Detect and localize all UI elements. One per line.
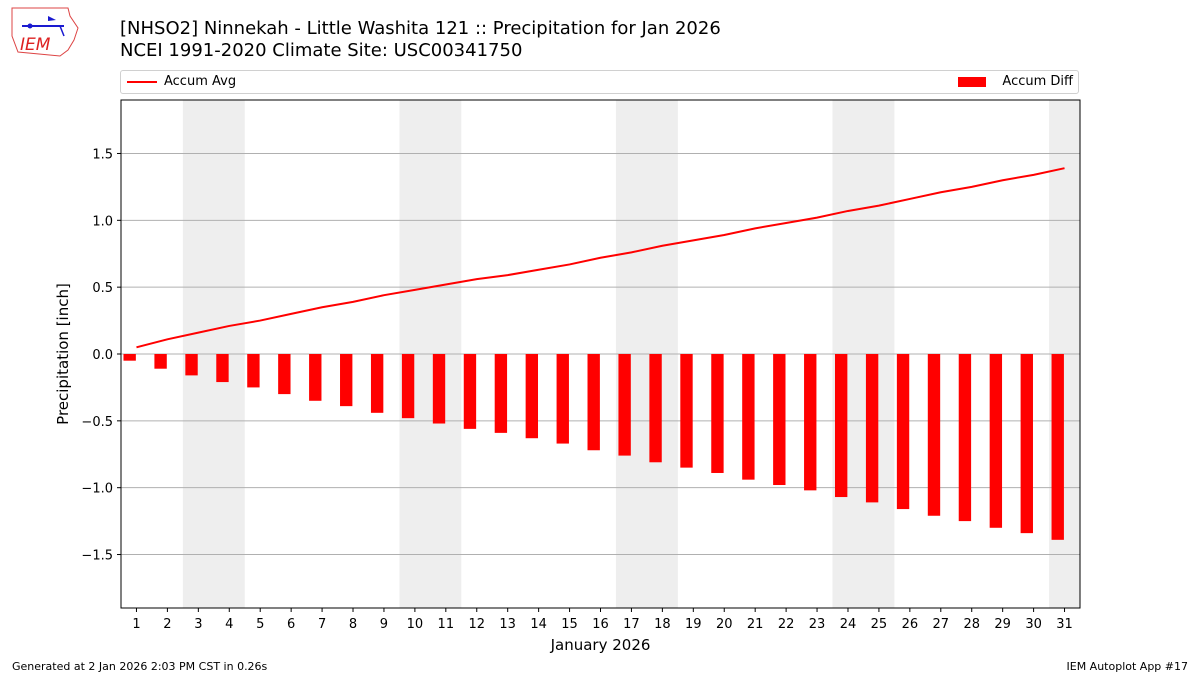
bar-accum-diff — [556, 354, 569, 444]
x-tick-label: 16 — [592, 617, 609, 632]
x-tick-label: 30 — [1025, 617, 1042, 632]
bar-accum-diff — [123, 354, 136, 361]
bar-accum-diff — [680, 354, 693, 468]
bar-accum-diff — [587, 354, 600, 451]
y-tick-label: −1.0 — [81, 482, 113, 497]
x-tick-label: 12 — [468, 617, 485, 632]
svg-text:IEM: IEM — [20, 35, 51, 55]
x-tick-label: 23 — [809, 617, 826, 632]
x-tick-label: 6 — [287, 617, 295, 632]
x-tick-label: 28 — [963, 617, 980, 632]
x-tick-label: 25 — [871, 617, 888, 632]
x-tick-label: 14 — [530, 617, 547, 632]
legend-line-swatch — [127, 81, 157, 83]
legend-bar-swatch — [958, 77, 986, 87]
x-tick-label: 5 — [256, 617, 264, 632]
line-accum-avg — [136, 167, 1065, 349]
bar-accum-diff — [989, 354, 1003, 528]
y-axis-label: Precipitation [inch] — [54, 283, 72, 425]
x-tick-label: 29 — [994, 617, 1011, 632]
legend: Accum Avg Accum Diff — [120, 70, 1079, 94]
x-tick-label: 9 — [380, 617, 388, 632]
y-tick-label: −1.5 — [81, 549, 113, 564]
x-tick-label: 11 — [438, 617, 455, 632]
bar-accum-diff — [804, 354, 817, 491]
bar-accum-diff — [834, 354, 848, 498]
y-tick-label: 0.5 — [92, 281, 113, 296]
generated-timestamp: Generated at 2 Jan 2026 2:03 PM CST in 0… — [12, 660, 268, 673]
bar-accum-diff — [865, 354, 879, 503]
bar-accum-diff — [525, 354, 539, 439]
x-tick-label: 10 — [407, 617, 424, 632]
bar-accum-diff — [154, 354, 167, 369]
x-tick-label: 24 — [840, 617, 857, 632]
x-axis-label: January 2026 — [550, 636, 651, 654]
bar-accum-diff — [927, 354, 941, 516]
x-tick-label: 13 — [499, 617, 516, 632]
x-tick-label: 20 — [716, 617, 733, 632]
bar-accum-diff — [216, 354, 229, 383]
x-tick-label: 26 — [902, 617, 919, 632]
bar-accum-diff — [1020, 354, 1033, 534]
x-tick-label: 27 — [933, 617, 950, 632]
bar-accum-diff — [773, 354, 786, 486]
bar-accum-diff — [432, 354, 446, 424]
y-tick-label: 1.5 — [92, 147, 113, 162]
bar-accum-diff — [463, 354, 477, 429]
x-tick-label: 4 — [225, 617, 233, 632]
bar-accum-diff — [340, 354, 353, 407]
bar-accum-diff — [309, 354, 322, 401]
chart-subtitle: NCEI 1991-2020 Climate Site: USC00341750 — [120, 40, 523, 61]
x-tick-label: 22 — [778, 617, 795, 632]
x-tick-label: 8 — [349, 617, 357, 632]
bar-accum-diff — [649, 354, 662, 463]
bar-accum-diff — [185, 354, 198, 376]
bar-accum-diff — [618, 354, 631, 456]
chart-title: [NHSO2] Ninnekah - Little Washita 121 ::… — [120, 18, 721, 39]
x-tick-label: 2 — [163, 617, 171, 632]
y-tick-label: 0.0 — [92, 348, 113, 363]
x-tick-label: 3 — [194, 617, 202, 632]
x-tick-label: 21 — [747, 617, 764, 632]
bar-accum-diff — [958, 354, 972, 522]
x-tick-label: 7 — [318, 617, 326, 632]
bar-accum-diff — [494, 354, 508, 433]
x-tick-label: 17 — [623, 617, 640, 632]
app-label: IEM Autoplot App #17 — [1066, 660, 1189, 673]
legend-label-accum-diff: Accum Diff — [1002, 74, 1073, 89]
x-tick-label: 18 — [654, 617, 671, 632]
legend-label-accum-avg: Accum Avg — [164, 74, 237, 89]
iem-logo: IEM — [11, 7, 79, 57]
bar-accum-diff — [247, 354, 260, 388]
bar-accum-diff — [711, 354, 724, 473]
x-tick-label: 1 — [132, 617, 140, 632]
bar-accum-diff — [742, 354, 755, 480]
y-tick-label: 1.0 — [92, 214, 113, 229]
bar-accum-diff — [370, 354, 384, 413]
x-tick-label: 19 — [685, 617, 702, 632]
bar-accum-diff — [1051, 354, 1064, 540]
bar-accum-diff — [278, 354, 291, 395]
y-tick-label: −0.5 — [81, 415, 113, 430]
plot-frame — [120, 99, 1081, 609]
x-tick-label: 15 — [561, 617, 578, 632]
bar-accum-diff — [401, 354, 415, 419]
x-tick-label: 31 — [1056, 617, 1073, 632]
bar-accum-diff — [896, 354, 910, 510]
